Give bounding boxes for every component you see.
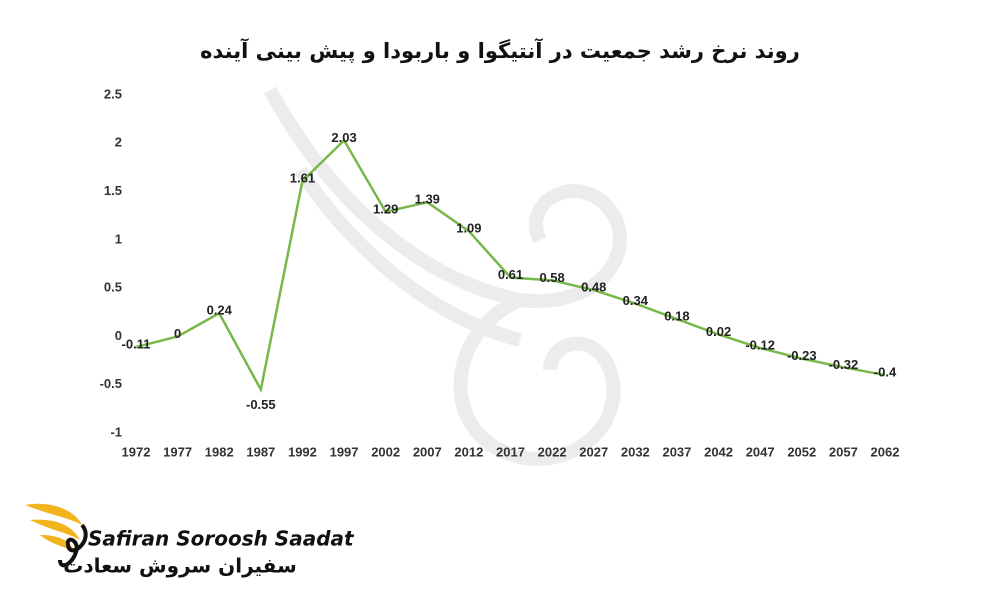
logo-wing bbox=[40, 535, 75, 552]
logo-swan bbox=[58, 523, 88, 568]
value-label: -0.32 bbox=[829, 357, 859, 372]
value-label: 2.03 bbox=[331, 130, 356, 145]
x-tick-label: 2017 bbox=[496, 444, 525, 459]
x-tick-label: 2007 bbox=[413, 444, 442, 459]
value-label: -0.55 bbox=[246, 397, 276, 412]
y-tick-label: 0 bbox=[115, 328, 122, 343]
y-tick-label: -1 bbox=[110, 424, 122, 439]
x-tick-label: 1972 bbox=[122, 444, 151, 459]
y-tick-label: 1.5 bbox=[104, 183, 122, 198]
watermark bbox=[263, 86, 627, 466]
y-tick-label: -0.5 bbox=[100, 376, 122, 391]
x-tick-label: 2047 bbox=[746, 444, 775, 459]
logo-wing bbox=[30, 519, 80, 540]
value-label: -0.23 bbox=[787, 348, 817, 363]
logo-name-fa: سفیران سروش سعادت bbox=[63, 554, 297, 578]
value-label: 1.29 bbox=[373, 201, 398, 216]
x-tick-label: 2057 bbox=[829, 444, 858, 459]
x-tick-label: 2062 bbox=[871, 444, 900, 459]
x-tick-label: 2032 bbox=[621, 444, 650, 459]
x-tick-label: 2012 bbox=[454, 444, 483, 459]
value-label: 1.09 bbox=[456, 221, 481, 236]
chart-title: روند نرخ رشد جمعیت در آنتیگوا و باربودا … bbox=[200, 38, 800, 63]
x-tick-label: 2002 bbox=[371, 444, 400, 459]
x-tick-label: 1992 bbox=[288, 444, 317, 459]
logo: Safiran Soroosh Saadat سفیران سروش سعادت bbox=[25, 503, 355, 578]
line bbox=[135, 138, 886, 394]
value-label: 0.18 bbox=[664, 308, 689, 323]
x-tick-label: 1997 bbox=[330, 444, 359, 459]
x-tick-label: 1982 bbox=[205, 444, 234, 459]
x-tick-label: 2052 bbox=[787, 444, 816, 459]
x-tick-label: 2027 bbox=[579, 444, 608, 459]
value-label: 0.58 bbox=[539, 270, 564, 285]
value-label: -0.12 bbox=[745, 337, 775, 352]
x-tick-label: 2042 bbox=[704, 444, 733, 459]
value-label: -0.4 bbox=[874, 364, 897, 379]
value-label: 0.48 bbox=[581, 280, 606, 295]
value-label: 0.24 bbox=[207, 303, 233, 318]
y-tick-label: 2 bbox=[115, 135, 122, 150]
x-tick-label: 2022 bbox=[538, 444, 567, 459]
y-tick-label: 0.5 bbox=[104, 280, 122, 295]
logo-wing bbox=[25, 503, 82, 525]
value-label: 0.02 bbox=[706, 324, 731, 339]
value-label: 0 bbox=[174, 326, 181, 341]
value-label: 1.39 bbox=[415, 192, 440, 207]
y-tick-label: 1 bbox=[115, 231, 122, 246]
value-label: 1.61 bbox=[290, 170, 315, 185]
y-tick-label: 2.5 bbox=[104, 86, 122, 101]
value-label: -0.11 bbox=[122, 336, 151, 351]
value-label: 0.34 bbox=[623, 293, 649, 308]
value-label: 0.61 bbox=[498, 267, 523, 282]
x-tick-label: 1977 bbox=[163, 444, 192, 459]
x-tick-label: 2037 bbox=[662, 444, 691, 459]
x-tick-label: 1987 bbox=[246, 444, 275, 459]
logo-name-en: Safiran Soroosh Saadat bbox=[88, 527, 355, 551]
